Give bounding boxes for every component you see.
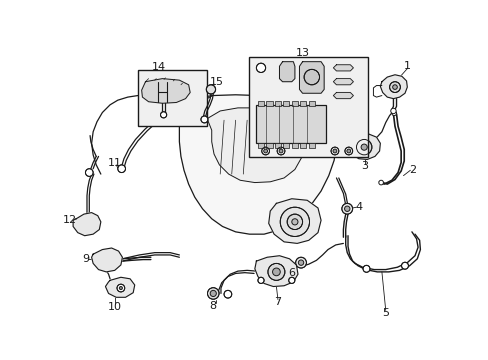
Bar [138,70,207,126]
Polygon shape [207,108,304,183]
Circle shape [160,112,166,118]
Polygon shape [333,78,353,85]
Circle shape [267,264,285,280]
Text: 8: 8 [208,301,216,311]
Polygon shape [254,256,297,287]
Circle shape [277,147,285,155]
Circle shape [356,139,371,155]
Circle shape [346,149,350,153]
Bar [257,143,264,148]
Polygon shape [91,248,122,272]
Circle shape [389,82,400,93]
Circle shape [210,291,216,297]
Circle shape [304,69,319,85]
Circle shape [298,260,303,265]
Circle shape [391,111,396,116]
Circle shape [295,257,306,268]
Text: 1: 1 [403,61,410,71]
Text: 14: 14 [152,62,166,72]
Bar [257,101,264,105]
Circle shape [390,108,395,114]
Bar [274,143,281,148]
Bar [274,101,281,105]
Circle shape [360,144,366,150]
Bar [283,101,289,105]
Circle shape [280,207,309,237]
Circle shape [118,165,125,172]
Circle shape [401,262,407,269]
Circle shape [288,277,294,283]
Polygon shape [333,93,353,99]
Polygon shape [105,277,135,297]
Bar [283,143,289,148]
Text: 3: 3 [361,161,367,171]
Bar [256,105,325,143]
Polygon shape [279,62,294,82]
Circle shape [261,147,269,155]
Circle shape [332,149,336,153]
Circle shape [344,147,352,155]
Text: 9: 9 [81,254,89,264]
Bar [300,143,306,148]
Circle shape [207,288,219,299]
Bar [266,143,272,148]
Circle shape [85,169,93,176]
Polygon shape [333,65,353,71]
Bar [291,101,297,105]
Bar [291,143,297,148]
Bar [308,143,314,148]
Bar [266,101,272,105]
Polygon shape [299,62,324,93]
Polygon shape [348,134,380,159]
Text: 7: 7 [274,297,281,307]
Circle shape [272,268,280,276]
Circle shape [378,180,383,185]
Circle shape [117,284,124,292]
Bar [300,101,306,105]
Polygon shape [268,199,321,243]
Circle shape [291,219,297,225]
Text: 10: 10 [107,302,122,311]
Polygon shape [380,75,407,99]
Bar [308,101,314,105]
Text: 15: 15 [209,77,223,87]
Circle shape [224,291,231,298]
Bar [248,57,367,157]
Polygon shape [142,78,190,103]
Circle shape [286,214,302,230]
Circle shape [344,206,349,211]
Polygon shape [73,213,101,236]
Circle shape [279,149,283,153]
Text: 2: 2 [408,165,415,175]
Circle shape [362,265,369,272]
Circle shape [330,147,338,155]
Polygon shape [179,95,336,234]
Text: 13: 13 [295,48,309,58]
Text: 6: 6 [288,267,295,278]
Circle shape [206,85,215,94]
Circle shape [392,85,396,89]
Circle shape [263,149,267,153]
Circle shape [119,287,122,289]
Circle shape [341,203,352,214]
Circle shape [201,116,207,123]
Circle shape [167,110,174,116]
Text: 4: 4 [354,202,362,212]
Circle shape [257,277,264,283]
Text: 5: 5 [382,308,388,318]
Circle shape [256,63,265,72]
Text: 11: 11 [107,158,122,167]
Text: 12: 12 [63,215,77,225]
